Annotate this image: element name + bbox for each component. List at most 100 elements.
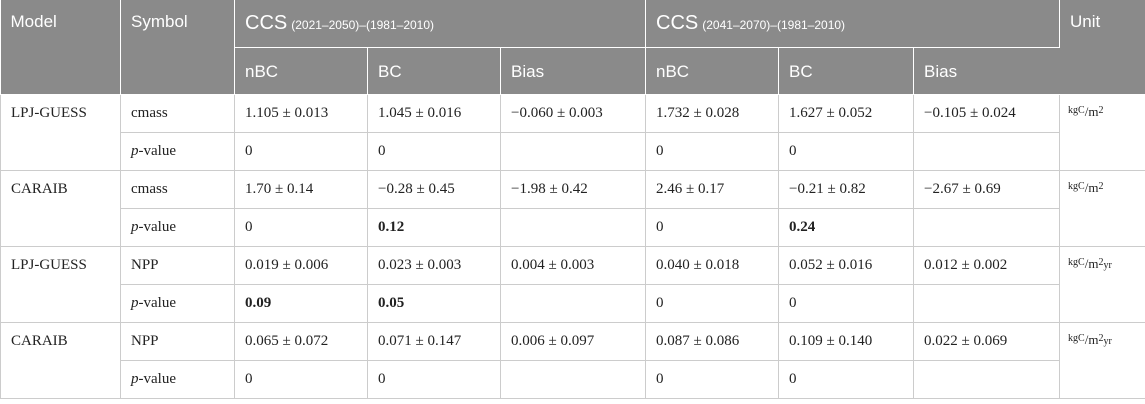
header-group-sub: (2041–2070)–(1981–2010) xyxy=(702,18,846,32)
p-value-cell: 0 xyxy=(778,284,915,323)
value-cell: 0.012 ± 0.002 xyxy=(913,246,1061,285)
p-value-cell: 0 xyxy=(234,208,368,247)
header-group-main: CCS xyxy=(245,12,288,34)
unit-slash: / xyxy=(1084,179,1089,195)
p-value-cell: 0 xyxy=(645,284,780,323)
model-cell: LPJ-GUESS xyxy=(0,94,121,171)
header-group-2021-2050: CCS (2021–2050)–(1981–2010) xyxy=(234,0,647,48)
value-cell: 0.006 ± 0.097 xyxy=(500,322,647,361)
p-value-cell: 0 xyxy=(645,132,780,171)
table-header: Model Symbol CCS (2021–2050)–(1981–2010) … xyxy=(0,0,1145,95)
p-label-italic: p xyxy=(131,370,139,387)
p-value-cell xyxy=(500,132,647,171)
table-row: p-value 0 0 0 0 xyxy=(1,132,1145,171)
value-cell: 1.105 ± 0.013 xyxy=(234,94,368,133)
value-cell: 1.045 ± 0.016 xyxy=(367,94,501,133)
p-value-cell: 0.12 xyxy=(367,208,501,247)
p-value-cell xyxy=(913,360,1061,399)
value-cell: 0.071 ± 0.147 xyxy=(367,322,501,361)
p-value-cell xyxy=(913,208,1061,247)
value-cell: 1.732 ± 0.028 xyxy=(645,94,780,133)
p-value-label: p-value xyxy=(120,132,235,171)
header-bias: Bias xyxy=(500,47,647,95)
p-value-cell xyxy=(913,284,1061,323)
table-row: LPJ-GUESS NPP 0.019 ± 0.006 0.023 ± 0.00… xyxy=(0,246,1145,323)
value-cell: 0.023 ± 0.003 xyxy=(367,246,501,285)
header-bias: Bias xyxy=(913,47,1060,95)
unit-cell: kgC/m2yr xyxy=(1059,322,1145,399)
p-value-cell: 0 xyxy=(367,132,501,171)
value-cell: 0.019 ± 0.006 xyxy=(234,246,368,285)
symbol-cell: NPP xyxy=(120,322,235,361)
p-value-cell: 0 xyxy=(778,132,915,171)
unit-denominator: m xyxy=(1088,179,1099,195)
value-cell: 2.46 ± 0.17 xyxy=(645,170,780,209)
table-body: LPJ-GUESS cmass 1.105 ± 0.013 1.045 ± 0.… xyxy=(0,94,1145,399)
p-label-italic: p xyxy=(131,218,139,235)
value-cell: 0.109 ± 0.140 xyxy=(778,322,915,361)
value-cell: −0.105 ± 0.024 xyxy=(913,94,1061,133)
p-value-cell: 0.24 xyxy=(778,208,915,247)
unit-denominator: m xyxy=(1088,331,1099,347)
table-row: p-value 0.09 0.05 0 0 xyxy=(1,284,1145,323)
value-cell: 0.052 ± 0.016 xyxy=(778,246,915,285)
header-group-main: CCS xyxy=(656,12,699,34)
symbol-cell: cmass xyxy=(120,94,235,133)
value-cell: 0.087 ± 0.086 xyxy=(645,322,780,361)
value-cell: 1.70 ± 0.14 xyxy=(234,170,368,209)
value-cell: 0.004 ± 0.003 xyxy=(500,246,647,285)
unit-exponent: 2 xyxy=(1098,104,1104,116)
unit-slash: / xyxy=(1084,103,1089,119)
header-group-2041-2070: CCS (2041–2070)–(1981–2010) xyxy=(645,0,1061,48)
header-model: Model xyxy=(0,0,121,95)
p-value-cell xyxy=(500,360,647,399)
unit-numerator: kgC xyxy=(1068,332,1085,344)
table-row: CARAIB NPP 0.065 ± 0.072 0.071 ± 0.147 0… xyxy=(0,322,1145,399)
p-value-cell: 0.09 xyxy=(234,284,368,323)
header-symbol: Symbol xyxy=(120,0,235,95)
header-nbc: nBC xyxy=(234,47,368,95)
p-label-rest: -value xyxy=(138,370,176,387)
unit-exponent: 2 xyxy=(1098,332,1104,344)
value-cell: 1.627 ± 0.052 xyxy=(778,94,915,133)
table-row: p-value 0 0 0 0 xyxy=(1,360,1145,399)
unit-numerator: kgC xyxy=(1068,104,1085,116)
model-cell: CARAIB xyxy=(0,170,121,247)
p-label-italic: p xyxy=(131,294,139,311)
value-cell: 0.065 ± 0.072 xyxy=(234,322,368,361)
value-cell: −0.21 ± 0.82 xyxy=(778,170,915,209)
value-cell: −0.060 ± 0.003 xyxy=(500,94,647,133)
unit-extra: yr xyxy=(1103,335,1112,347)
value-cell: 0.022 ± 0.069 xyxy=(913,322,1061,361)
p-value-cell: 0 xyxy=(234,132,368,171)
value-cell: −2.67 ± 0.69 xyxy=(913,170,1061,209)
p-value-cell: 0 xyxy=(234,360,368,399)
p-value-label: p-value xyxy=(120,208,235,247)
p-label-rest: -value xyxy=(138,294,176,311)
header-nbc: nBC xyxy=(645,47,780,95)
p-value-cell: 0 xyxy=(778,360,915,399)
p-value-cell: 0.05 xyxy=(367,284,501,323)
header-group-sub: (2021–2050)–(1981–2010) xyxy=(291,18,435,32)
unit-slash: / xyxy=(1084,255,1089,271)
unit-denominator: m xyxy=(1088,255,1099,271)
unit-numerator: kgC xyxy=(1068,256,1085,268)
unit-extra: yr xyxy=(1103,259,1112,271)
p-value-label: p-value xyxy=(120,284,235,323)
p-value-cell xyxy=(500,284,647,323)
model-cell: LPJ-GUESS xyxy=(0,246,121,323)
p-value-cell: 0 xyxy=(645,360,780,399)
value-cell: 0.040 ± 0.018 xyxy=(645,246,780,285)
p-value-cell: 0 xyxy=(645,208,780,247)
unit-denominator: m xyxy=(1088,103,1099,119)
table-row: p-value 0 0.12 0 0.24 xyxy=(1,208,1145,247)
table-row: CARAIB cmass 1.70 ± 0.14 −0.28 ± 0.45 −1… xyxy=(0,170,1145,247)
p-value-label: p-value xyxy=(120,360,235,399)
p-value-cell: 0 xyxy=(367,360,501,399)
value-cell: −1.98 ± 0.42 xyxy=(500,170,647,209)
table-row: LPJ-GUESS cmass 1.105 ± 0.013 1.045 ± 0.… xyxy=(0,94,1145,171)
p-label-italic: p xyxy=(131,142,139,159)
symbol-cell: NPP xyxy=(120,246,235,285)
model-cell: CARAIB xyxy=(0,322,121,399)
p-label-rest: -value xyxy=(138,218,176,235)
